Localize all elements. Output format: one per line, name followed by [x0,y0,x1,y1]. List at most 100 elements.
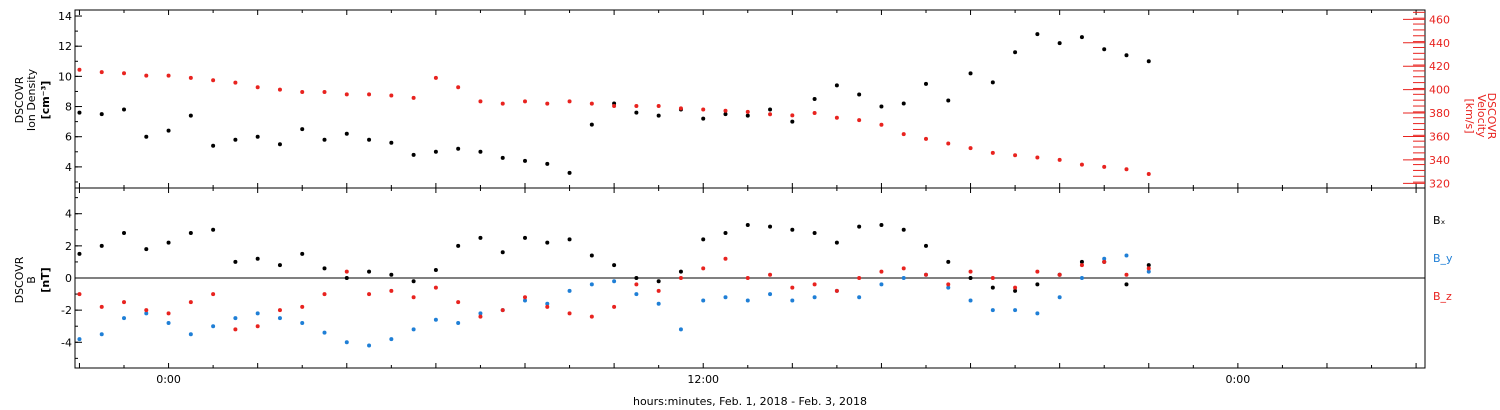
point-bz [901,266,906,271]
point-bz [567,311,572,316]
y2-tick-label: 400 [1429,84,1450,97]
point-bx [634,276,639,280]
point-bx [567,237,572,242]
point-bx [1079,259,1084,264]
point-by [456,321,461,325]
point-by [701,298,706,303]
point-bx [367,269,372,274]
point-ion-density [879,104,884,109]
point-bx [1035,282,1040,287]
point-ion-density [1057,41,1062,46]
point-bz [834,288,839,293]
point-by [589,282,594,287]
point-bx [277,263,282,268]
point-bz [188,300,193,305]
point-bx [188,231,193,235]
y2-tick-label: 320 [1429,177,1450,190]
point-bz [478,314,483,319]
point-bx [99,243,104,248]
point-ion-density [367,137,372,142]
point-ion-density [478,149,483,154]
point-velocity [433,75,438,80]
point-ion-density [433,149,438,154]
point-bz [411,295,416,300]
point-bx [233,259,238,264]
point-ion-density [768,107,773,112]
point-velocity [1079,162,1084,167]
y-tick-label-top: 6 [65,131,72,144]
point-bx [166,240,171,245]
legend: Bₓ B_y B_z [1433,214,1453,303]
point-ion-density [923,81,928,86]
point-bx [411,279,416,284]
point-bz [144,308,149,313]
point-bz [1035,269,1040,274]
point-bx [901,227,906,232]
point-by [166,321,171,325]
point-bz [545,304,550,309]
point-bz [745,276,750,280]
point-velocity [77,67,82,72]
point-velocity [1124,167,1129,172]
point-velocity [968,146,973,151]
point-bz [768,272,773,277]
point-by [144,311,149,316]
point-bz [923,272,928,277]
x-axis-label: hours:minutes, Feb. 1, 2018 - Feb. 3, 20… [633,395,867,408]
y2-tick-label: 360 [1429,130,1450,143]
point-bz [812,282,817,287]
y-tick-label-bottom: 0 [65,272,72,285]
top-left-label-line3: [cm⁻³] [39,81,52,120]
point-bx [768,224,773,229]
point-by [1057,295,1062,300]
y-tick-label-top: 14 [58,10,72,23]
point-by [411,327,416,332]
y-tick-label-bottom: 4 [65,208,72,221]
point-velocity [857,118,862,123]
point-bx [523,235,527,240]
point-bx [478,235,483,240]
bottom-left-label-line2: B [25,276,38,284]
point-ion-density [1035,32,1040,37]
point-bx [500,250,505,255]
point-bx [456,243,461,248]
point-velocity [545,101,550,106]
point-bz [946,282,951,287]
top-left-axis-label: DSCOVR Ion Density [cm⁻³] [13,68,52,131]
point-velocity [523,99,527,104]
point-ion-density [500,155,505,160]
y-tick-label-top: 10 [58,70,72,83]
point-by [1102,256,1107,261]
point-by [745,298,750,303]
top-left-label-line1: DSCOVR [13,76,26,123]
point-by [523,298,527,303]
point-ion-density [723,112,728,117]
point-bz [1146,266,1151,271]
point-by [790,298,795,303]
point-by [1124,253,1129,258]
point-bx [745,222,750,227]
point-bz [790,285,795,290]
point-bz [277,308,282,313]
y-tick-label-top: 4 [65,161,72,174]
point-ion-density [233,137,238,142]
point-ion-density [1013,50,1018,55]
point-bz [433,285,438,290]
point-velocity [166,73,171,78]
point-by [1146,269,1151,274]
top-right-label-line2: Velocity [1475,94,1488,138]
point-bz [389,288,394,293]
point-ion-density [1079,35,1084,40]
point-velocity [1102,164,1107,169]
point-ion-density [656,113,661,118]
point-velocity [255,85,260,90]
point-ion-density [188,113,193,118]
point-by [478,311,483,316]
point-bx [389,272,394,277]
point-bz [589,314,594,319]
point-velocity [834,115,839,120]
bottom-left-axis-label: DSCOVR B [nT] [13,256,52,303]
point-by [857,295,862,300]
point-bx [1146,263,1151,268]
point-velocity [188,75,193,80]
